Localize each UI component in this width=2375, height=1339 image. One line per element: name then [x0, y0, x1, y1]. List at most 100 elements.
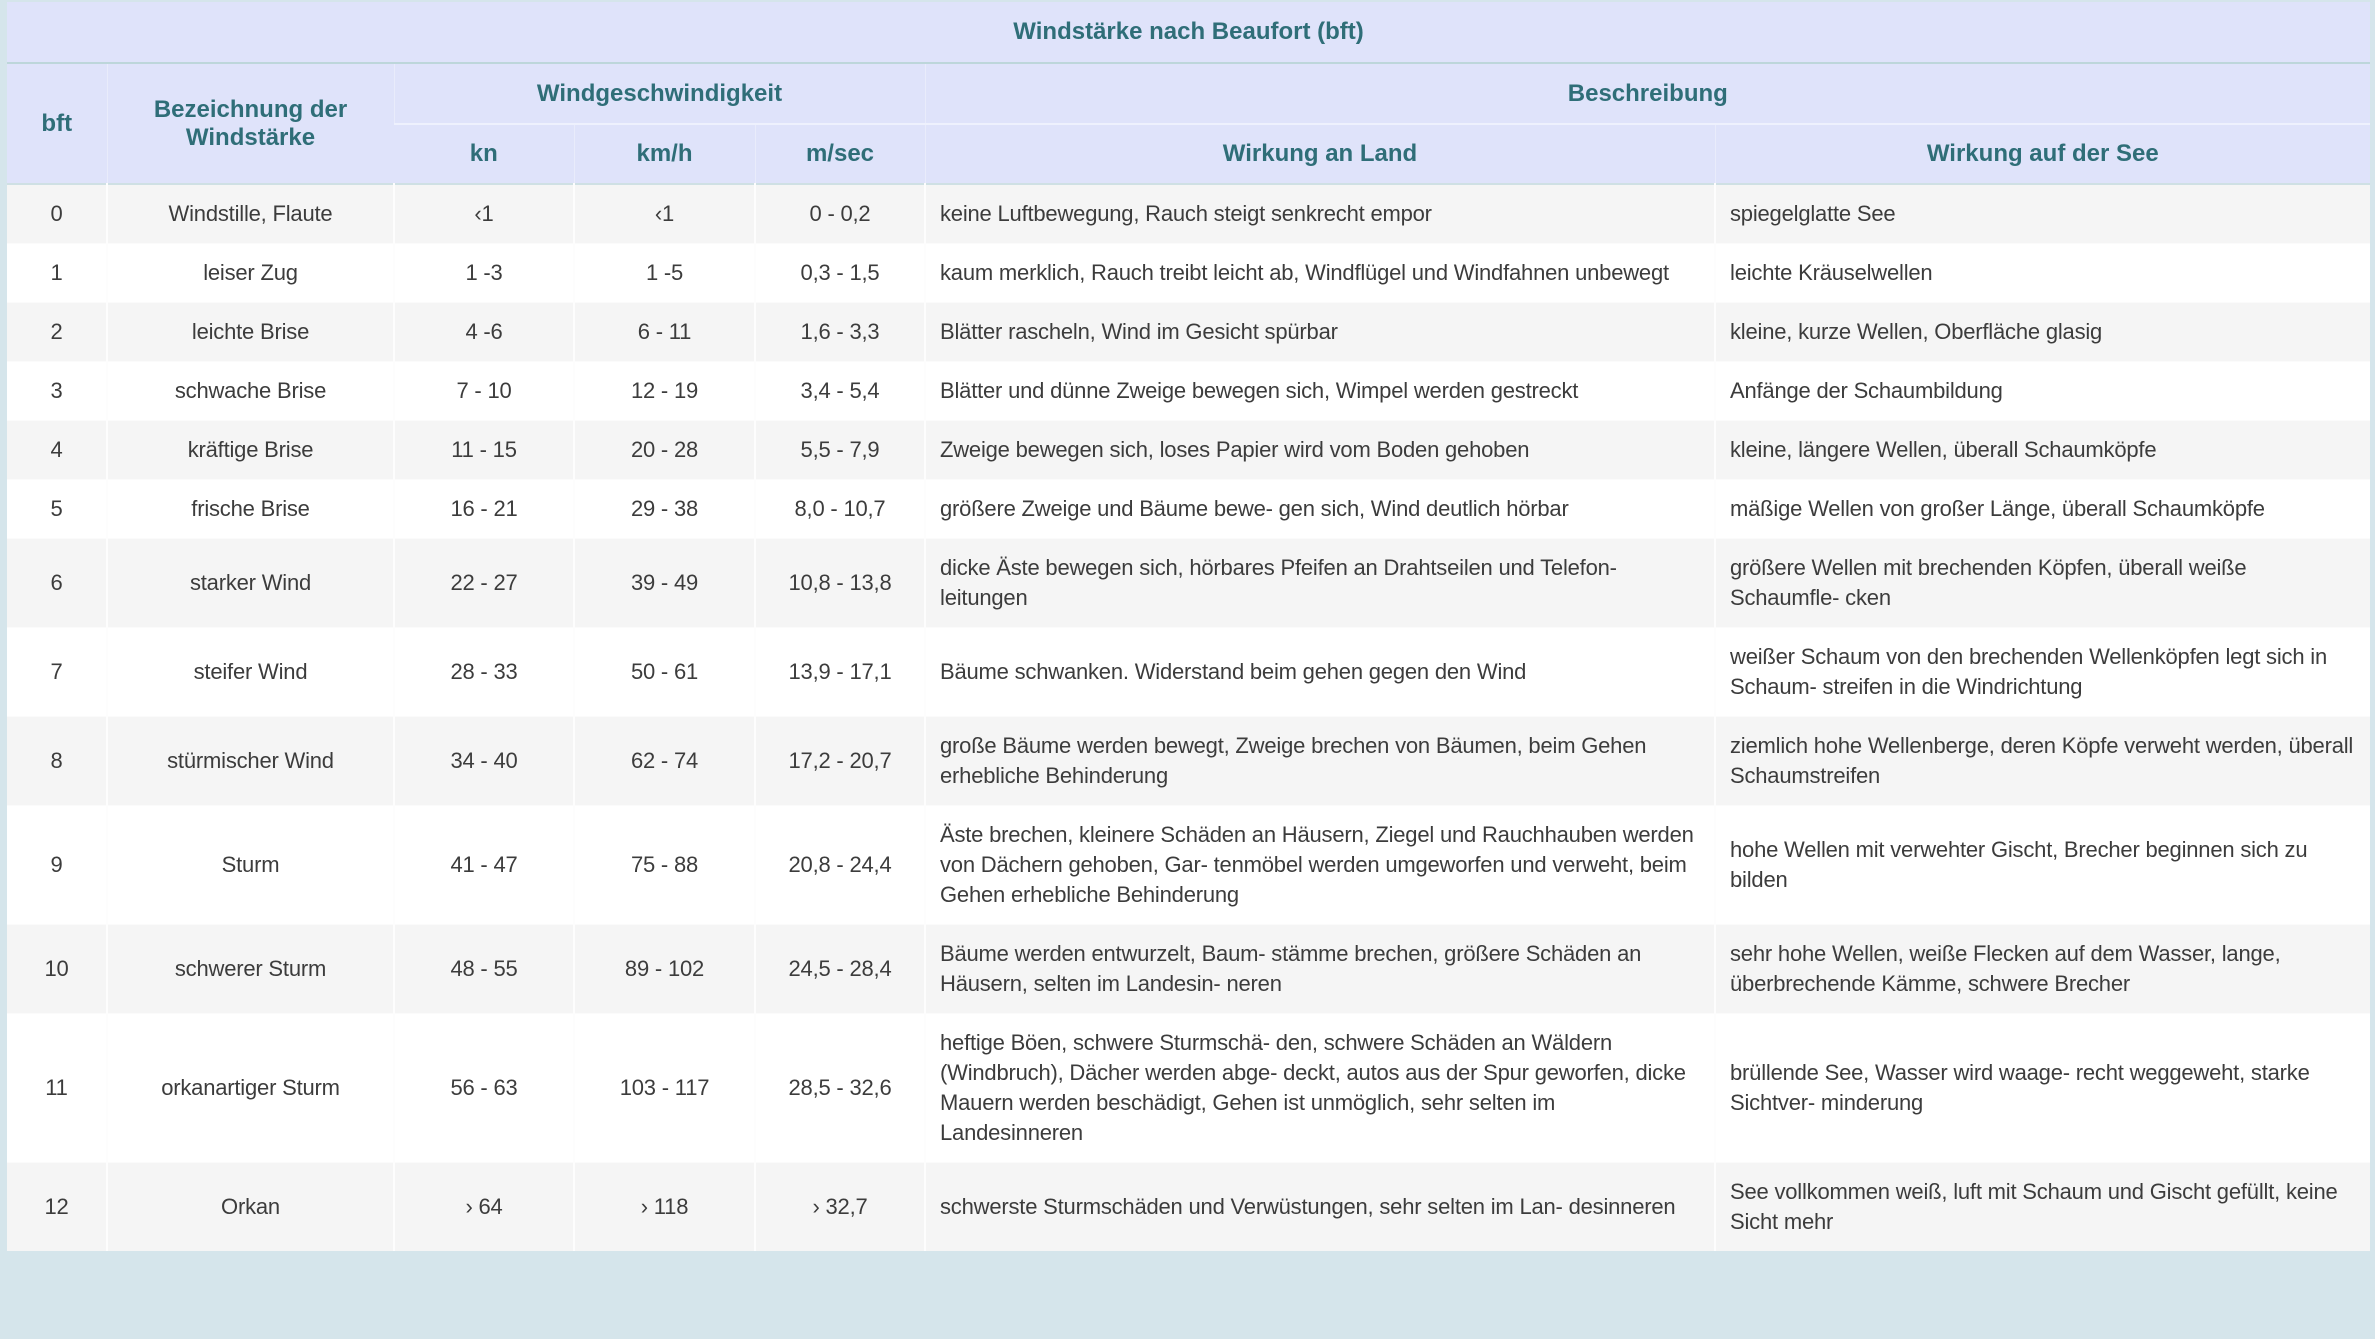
- cell-sea: Anfänge der Schaumbildung: [1713, 361, 2371, 421]
- cell-land: Bäume werden entwurzelt, Baum- stämme br…: [924, 924, 1715, 1014]
- col-header-kn: kn: [394, 124, 574, 184]
- cell-name: leichte Brise: [106, 302, 394, 362]
- cell-land: schwerste Sturmschäden und Verwüstungen,…: [924, 1162, 1715, 1251]
- cell-kn: 7 - 10: [393, 361, 574, 421]
- cell-msec: 28,5 - 32,6: [754, 1013, 925, 1163]
- cell-bft: 4: [7, 420, 107, 480]
- table-row: 7 steifer Wind 28 - 33 50 - 61 13,9 - 17…: [7, 627, 2371, 717]
- cell-name: schwerer Sturm: [106, 924, 394, 1014]
- table-body: 0 Windstille, Flaute ‹1 ‹1 0 - 0,2 keine…: [7, 184, 2371, 1251]
- cell-name: Orkan: [106, 1162, 394, 1251]
- cell-sea: brüllende See, Wasser wird waage- recht …: [1713, 1013, 2371, 1163]
- cell-kmh: 39 - 49: [573, 538, 755, 628]
- cell-sea: See vollkommen weiß, luft mit Schaum und…: [1713, 1162, 2371, 1251]
- table-title: Windstärke nach Beaufort (bft): [7, 2, 2371, 64]
- cell-sea: leichte Kräuselwellen: [1713, 243, 2371, 303]
- cell-kn: 22 - 27: [393, 538, 574, 628]
- table-row: 2 leichte Brise 4 -6 6 - 11 1,6 - 3,3 Bl…: [7, 302, 2371, 362]
- table-header: Windstärke nach Beaufort (bft) bft Bezei…: [7, 2, 2371, 184]
- cell-bft: 9: [7, 805, 107, 925]
- cell-land: dicke Äste bewegen sich, hörbares Pfeife…: [924, 538, 1715, 628]
- cell-msec: 8,0 - 10,7: [754, 479, 925, 539]
- cell-msec: 0 - 0,2: [754, 184, 925, 244]
- col-header-name: Bezeichnung der Windstärke: [106, 63, 394, 184]
- cell-land: Bäume schwanken. Widerstand beim gehen g…: [924, 627, 1715, 717]
- cell-sea: mäßige Wellen von großer Länge, überall …: [1713, 479, 2371, 539]
- col-group-windspeed: Windgeschwindigkeit: [393, 63, 925, 125]
- beaufort-scale-table: Windstärke nach Beaufort (bft) bft Bezei…: [7, 2, 2371, 1251]
- table-row: 9 Sturm 41 - 47 75 - 88 20,8 - 24,4 Äste…: [7, 805, 2371, 925]
- col-header-kmh: km/h: [573, 124, 755, 184]
- cell-kn: 16 - 21: [393, 479, 574, 539]
- cell-kmh: 89 - 102: [573, 924, 755, 1014]
- cell-name: stürmischer Wind: [106, 716, 394, 806]
- table-row: 1 leiser Zug 1 -3 1 -5 0,3 - 1,5 kaum me…: [7, 243, 2371, 303]
- cell-sea: kleine, längere Wellen, überall Schaumkö…: [1713, 420, 2371, 480]
- cell-kn: 48 - 55: [393, 924, 574, 1014]
- cell-sea: hohe Wellen mit verwehter Gischt, Breche…: [1713, 805, 2371, 925]
- cell-kmh: 20 - 28: [573, 420, 755, 480]
- cell-kn: 1 -3: [393, 243, 574, 303]
- cell-msec: 0,3 - 1,5: [754, 243, 925, 303]
- cell-kn: 4 -6: [393, 302, 574, 362]
- table-row: 12 Orkan › 64 › 118 › 32,7 schwerste Stu…: [7, 1162, 2371, 1251]
- cell-land: größere Zweige und Bäume bewe- gen sich,…: [924, 479, 1715, 539]
- cell-msec: 3,4 - 5,4: [754, 361, 925, 421]
- cell-msec: › 32,7: [754, 1162, 925, 1251]
- cell-land: keine Luftbewegung, Rauch steigt senkrec…: [924, 184, 1715, 244]
- cell-name: steifer Wind: [106, 627, 394, 717]
- table-row: 10 schwerer Sturm 48 - 55 89 - 102 24,5 …: [7, 924, 2371, 1014]
- cell-kmh: › 118: [573, 1162, 755, 1251]
- cell-sea: spiegelglatte See: [1713, 184, 2371, 244]
- table-row: 6 starker Wind 22 - 27 39 - 49 10,8 - 13…: [7, 538, 2371, 628]
- table-row: 5 frische Brise 16 - 21 29 - 38 8,0 - 10…: [7, 479, 2371, 539]
- cell-kn: ‹1: [393, 184, 574, 244]
- cell-kn: 11 - 15: [393, 420, 574, 480]
- cell-name: Windstille, Flaute: [106, 184, 394, 244]
- cell-land: Blätter rascheln, Wind im Gesicht spürba…: [924, 302, 1715, 362]
- cell-kmh: 12 - 19: [573, 361, 755, 421]
- cell-bft: 5: [7, 479, 107, 539]
- cell-land: große Bäume werden bewegt, Zweige breche…: [924, 716, 1715, 806]
- col-header-bft: bft: [7, 63, 107, 184]
- cell-bft: 7: [7, 627, 107, 717]
- col-header-land: Wirkung an Land: [924, 124, 1715, 184]
- cell-bft: 3: [7, 361, 107, 421]
- table-row: 8 stürmischer Wind 34 - 40 62 - 74 17,2 …: [7, 716, 2371, 806]
- cell-sea: ziemlich hohe Wellenberge, deren Köpfe v…: [1713, 716, 2371, 806]
- col-header-sea: Wirkung auf der See: [1714, 124, 2371, 184]
- cell-kmh: 103 - 117: [573, 1013, 755, 1163]
- cell-land: Äste brechen, kleinere Schäden an Häuser…: [924, 805, 1715, 925]
- cell-name: orkanartiger Sturm: [106, 1013, 394, 1163]
- table-row: 11 orkanartiger Sturm 56 - 63 103 - 117 …: [7, 1013, 2371, 1163]
- cell-sea: größere Wellen mit brechenden Köpfen, üb…: [1713, 538, 2371, 628]
- col-group-description: Beschreibung: [924, 63, 2371, 125]
- cell-kn: 56 - 63: [393, 1013, 574, 1163]
- cell-msec: 13,9 - 17,1: [754, 627, 925, 717]
- cell-msec: 17,2 - 20,7: [754, 716, 925, 806]
- table-row: 4 kräftige Brise 11 - 15 20 - 28 5,5 - 7…: [7, 420, 2371, 480]
- cell-kmh: 75 - 88: [573, 805, 755, 925]
- cell-kmh: 1 -5: [573, 243, 755, 303]
- cell-bft: 10: [7, 924, 107, 1014]
- cell-name: starker Wind: [106, 538, 394, 628]
- cell-kmh: 29 - 38: [573, 479, 755, 539]
- cell-kmh: 62 - 74: [573, 716, 755, 806]
- cell-bft: 12: [7, 1162, 107, 1251]
- cell-bft: 2: [7, 302, 107, 362]
- cell-msec: 5,5 - 7,9: [754, 420, 925, 480]
- col-header-msec: m/sec: [754, 124, 925, 184]
- cell-kn: 34 - 40: [393, 716, 574, 806]
- cell-kmh: 50 - 61: [573, 627, 755, 717]
- cell-bft: 8: [7, 716, 107, 806]
- cell-kn: › 64: [393, 1162, 574, 1251]
- cell-land: kaum merklich, Rauch treibt leicht ab, W…: [924, 243, 1715, 303]
- cell-bft: 11: [7, 1013, 107, 1163]
- cell-sea: weißer Schaum von den brechenden Wellenk…: [1713, 627, 2371, 717]
- cell-msec: 1,6 - 3,3: [754, 302, 925, 362]
- cell-name: frische Brise: [106, 479, 394, 539]
- cell-kmh: 6 - 11: [573, 302, 755, 362]
- cell-msec: 24,5 - 28,4: [754, 924, 925, 1014]
- cell-bft: 6: [7, 538, 107, 628]
- table-row: 0 Windstille, Flaute ‹1 ‹1 0 - 0,2 keine…: [7, 184, 2371, 244]
